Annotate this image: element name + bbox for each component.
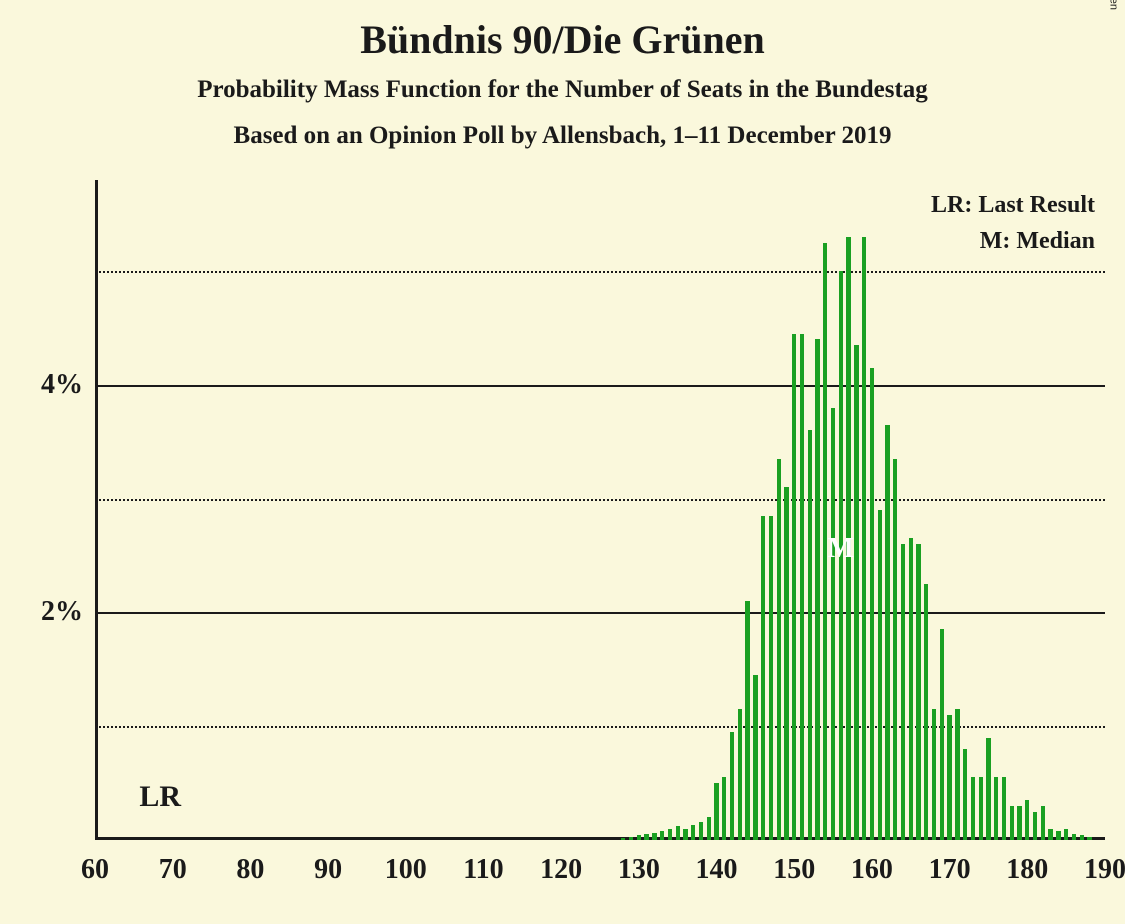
pmf-bar [676, 826, 680, 840]
pmf-bar [862, 237, 866, 840]
x-tick-label: 60 [81, 854, 109, 886]
y-axis-line [95, 180, 98, 840]
pmf-bar [1010, 806, 1014, 840]
x-tick-label: 100 [385, 854, 427, 886]
chart-subtitle-1: Probability Mass Function for the Number… [0, 76, 1125, 104]
pmf-bar [629, 837, 633, 840]
pmf-bar [986, 738, 990, 840]
gridline-minor [95, 726, 1105, 728]
pmf-bar [932, 709, 936, 840]
pmf-bar [1080, 835, 1084, 840]
pmf-bar [745, 601, 749, 840]
chart-subtitle-2: Based on an Opinion Poll by Allensbach, … [0, 122, 1125, 150]
pmf-bar [668, 829, 672, 840]
pmf-bar [971, 777, 975, 840]
pmf-bar [683, 829, 687, 840]
pmf-bar [947, 715, 951, 840]
pmf-bar [854, 345, 858, 840]
pmf-bar [800, 334, 804, 840]
pmf-bar [714, 783, 718, 840]
pmf-bar [916, 544, 920, 840]
pmf-bar [1025, 800, 1029, 840]
pmf-bar [1072, 834, 1076, 840]
pmf-bar [994, 777, 998, 840]
gridline-minor [95, 499, 1105, 501]
pmf-bar [777, 459, 781, 840]
x-tick-label: 140 [696, 854, 738, 886]
pmf-bar [924, 584, 928, 840]
pmf-bar [660, 831, 664, 840]
pmf-bar [621, 838, 625, 840]
gridline-minor [95, 271, 1105, 273]
pmf-bar [831, 408, 835, 840]
pmf-bar [808, 430, 812, 840]
pmf-bar [691, 825, 695, 840]
pmf-bar [761, 516, 765, 840]
pmf-bar [707, 817, 711, 840]
chart-title: Bündnis 90/Die Grünen [0, 16, 1125, 63]
x-tick-label: 120 [540, 854, 582, 886]
legend-last-result: LR: Last Result [931, 192, 1095, 219]
x-tick-label: 160 [851, 854, 893, 886]
pmf-bar [815, 339, 819, 840]
pmf-bar [979, 777, 983, 840]
x-tick-label: 180 [1006, 854, 1048, 886]
pmf-bar [1056, 831, 1060, 840]
pmf-bar [1064, 829, 1068, 840]
pmf-bar [792, 334, 796, 840]
pmf-bar [1002, 777, 1006, 840]
pmf-bar [738, 709, 742, 840]
x-tick-label: 80 [236, 854, 264, 886]
x-tick-label: 130 [618, 854, 660, 886]
x-tick-label: 70 [159, 854, 187, 886]
pmf-bar [940, 629, 944, 840]
pmf-bar [1087, 837, 1091, 840]
x-axis-line [95, 837, 1105, 840]
x-tick-label: 150 [773, 854, 815, 886]
pmf-bar [637, 835, 641, 840]
plot-area: M [95, 180, 1105, 840]
pmf-bar [885, 425, 889, 840]
legend-median: M: Median [980, 228, 1095, 255]
y-tick-label: 2% [23, 596, 83, 628]
pmf-bar [1033, 812, 1037, 840]
pmf-bar [769, 516, 773, 840]
x-tick-label: 110 [463, 854, 503, 886]
pmf-bar [893, 459, 897, 840]
pmf-bar [722, 777, 726, 840]
pmf-bar [753, 675, 757, 840]
pmf-bar [1017, 806, 1021, 840]
chart-container: Bündnis 90/Die Grünen Probability Mass F… [0, 0, 1125, 924]
median-marker: M [828, 533, 854, 565]
pmf-bar [909, 538, 913, 840]
pmf-bar [784, 487, 788, 840]
pmf-bar [901, 544, 905, 840]
pmf-bar [870, 368, 874, 840]
pmf-bar [652, 833, 656, 840]
gridline-major [95, 612, 1105, 614]
pmf-bar [699, 822, 703, 840]
pmf-bar [1048, 829, 1052, 840]
x-tick-label: 190 [1084, 854, 1125, 886]
pmf-bar [878, 510, 882, 840]
lr-marker: LR [139, 780, 181, 814]
x-tick-label: 170 [929, 854, 971, 886]
pmf-bar [730, 732, 734, 840]
y-tick-label: 4% [23, 369, 83, 401]
copyright-text: © 2021 Filip van Laenen [1107, 0, 1119, 10]
pmf-bar [644, 834, 648, 840]
gridline-major [95, 385, 1105, 387]
pmf-bar [955, 709, 959, 840]
pmf-bar [963, 749, 967, 840]
x-tick-label: 90 [314, 854, 342, 886]
pmf-bar [1041, 806, 1045, 840]
